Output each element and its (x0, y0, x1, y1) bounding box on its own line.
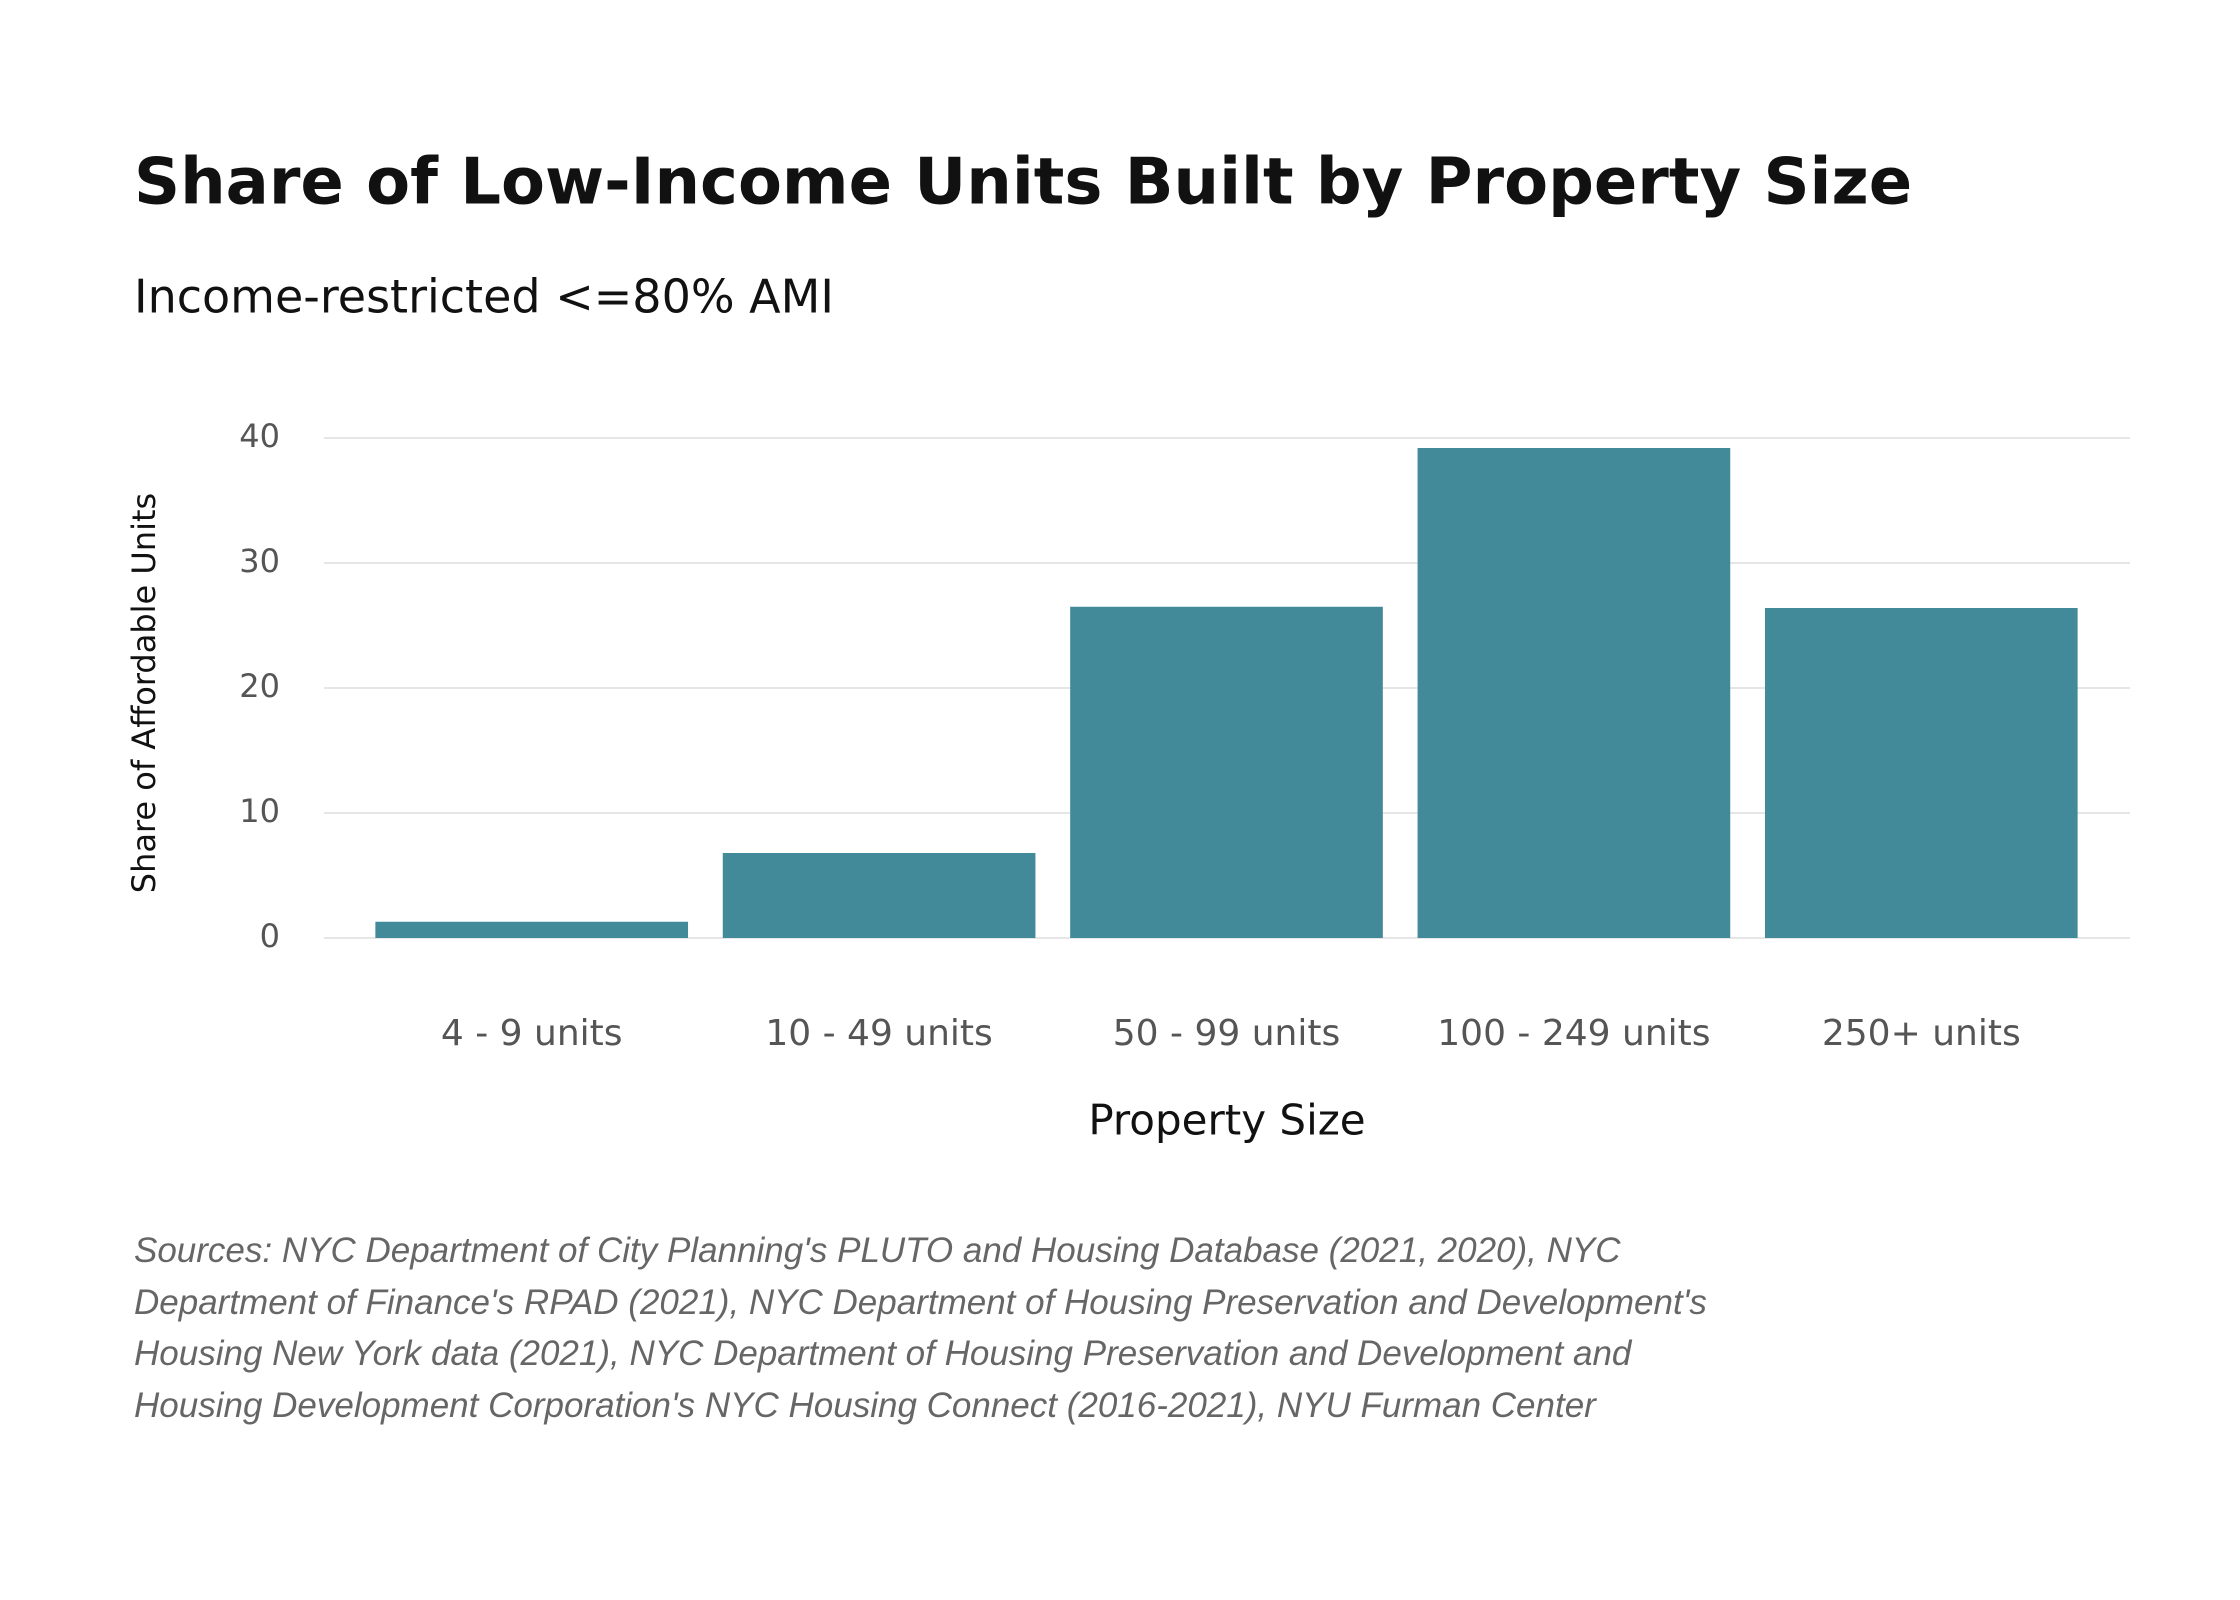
x-tick-label: 10 - 49 units (765, 1013, 992, 1054)
chart-title: Share of Low-Income Units Built by Prope… (134, 146, 1912, 220)
source-note: Sources: NYC Department of City Planning… (134, 1231, 1707, 1425)
bar (722, 853, 1036, 938)
bar (1764, 608, 2078, 938)
bar (1070, 606, 1383, 938)
x-tick-label: 50 - 99 units (1113, 1013, 1340, 1054)
bar (1417, 448, 1731, 938)
y-tick-label: 0 (260, 917, 280, 955)
y-tick-label: 10 (239, 792, 280, 830)
chart-subtitle: Income-restricted <=80% AMI (134, 270, 834, 324)
x-tick-label: 4 - 9 units (441, 1013, 623, 1054)
y-axis-title: Share of Affordable Units (125, 493, 163, 893)
y-tick-label: 30 (239, 542, 280, 580)
y-tick-label: 40 (239, 417, 280, 455)
x-axis-title: Property Size (1088, 1096, 1365, 1145)
bar (375, 921, 689, 938)
x-tick-label: 100 - 249 units (1437, 1013, 1710, 1054)
x-tick-label: 250+ units (1822, 1013, 2021, 1054)
y-tick-label: 20 (239, 667, 280, 705)
